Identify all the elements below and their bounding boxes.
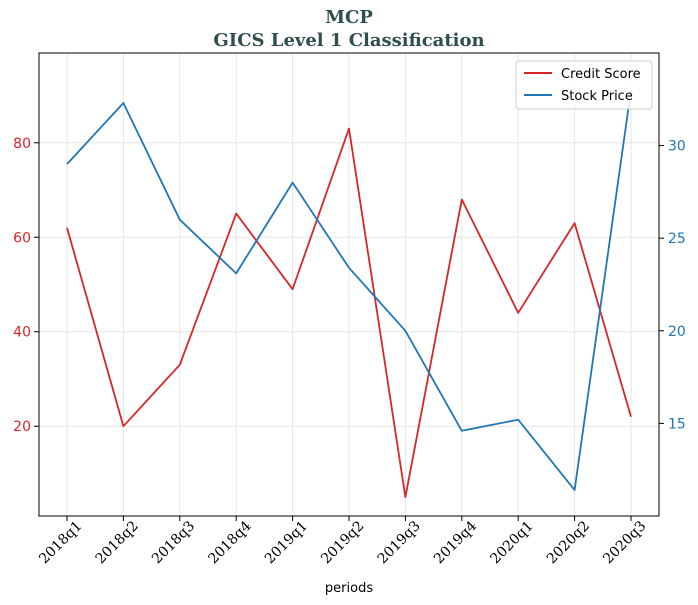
x-axis-label: periods [325,581,373,596]
x-tick-label: 2019q4 [431,518,480,567]
x-tick-label: 2019q3 [375,518,424,567]
legend-label-stock-price: Stock Price [561,89,633,104]
y-right-tick-label: 15 [668,416,686,432]
series-layer [66,89,632,499]
y-right-tick-label: 25 [668,231,686,247]
y-left-tick-label: 80 [13,136,31,152]
x-axis: 2018q1 2018q2 2018q3 2018q4 2019q1 2019q2 2019… [36,516,649,567]
x-tick-label: 2019q2 [318,518,367,567]
series-line-credit-score [66,127,632,499]
x-tick-label: 2020q1 [487,518,536,567]
y-left-tick-label: 60 [13,230,31,246]
y-left-tick-label: 20 [13,419,31,435]
x-tick-label: 2020q2 [544,518,593,567]
x-tick-label: 2018q1 [36,518,85,567]
y-right-tick-label: 20 [668,324,686,340]
legend: Credit Score Stock Price [515,60,653,110]
y-left-tick-label: 40 [13,325,31,341]
chart-title: MCP [325,7,373,28]
x-tick-label: 2020q3 [600,518,649,567]
y-right-tick-label: 30 [668,139,686,155]
x-tick-label: 2018q4 [205,518,254,567]
x-tick-label: 2018q3 [149,518,198,567]
y-axis-right: 15 20 25 30 [659,139,686,432]
series-line-stock-price [66,89,632,492]
y-axis-left: 20 40 60 80 [13,136,39,435]
chart-subtitle: GICS Level 1 Classification [213,30,484,51]
x-tick-label: 2018q2 [93,518,142,567]
x-tick-label: 2019q1 [262,518,311,567]
legend-label-credit-score: Credit Score [561,67,641,82]
